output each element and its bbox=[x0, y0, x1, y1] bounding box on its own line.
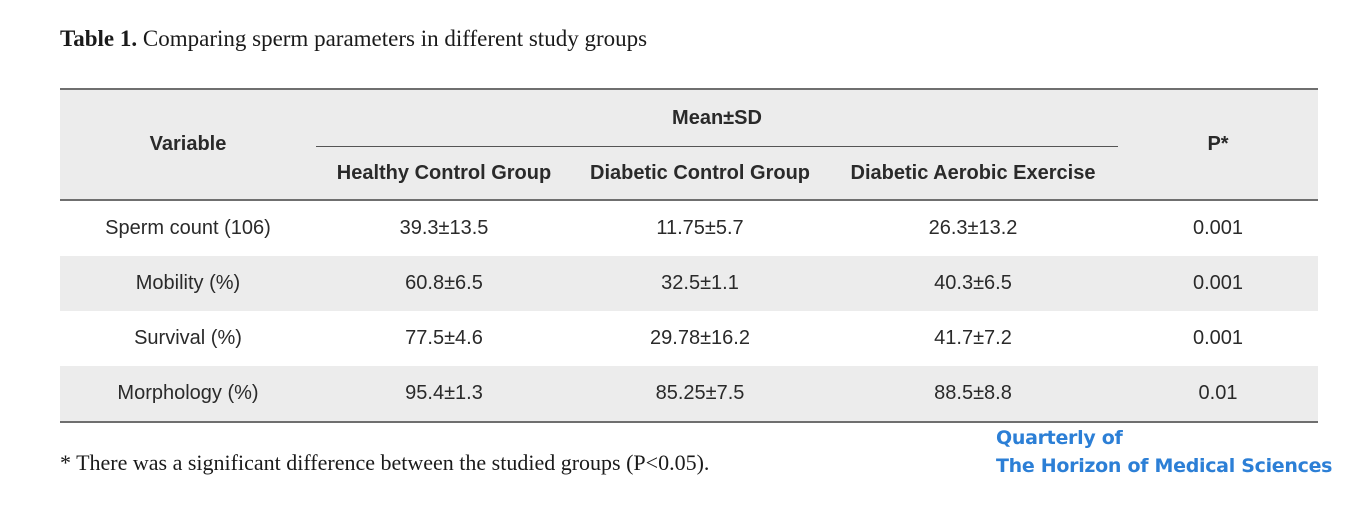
table-footnote: * There was a significant difference bet… bbox=[60, 450, 710, 475]
cell-p: 0.001 bbox=[1192, 327, 1244, 349]
cell-exercise: 26.3±13.2 bbox=[928, 217, 1018, 239]
cell-healthy: 95.4±1.3 bbox=[316, 366, 572, 422]
cell-variable: Sperm count (106) bbox=[105, 217, 271, 239]
table-row: Sperm count (106) 39.3±13.5 11.75±5.7 26… bbox=[60, 200, 1318, 256]
cell-p: 0.01 bbox=[1118, 366, 1318, 422]
journal-logo-line2: The Horizon of Medical Sciences bbox=[996, 455, 1333, 477]
header-p-value: P* bbox=[1118, 89, 1318, 200]
cell-exercise: 88.5±8.8 bbox=[828, 366, 1118, 422]
cell-variable: Mobility (%) bbox=[60, 256, 316, 311]
header-group-exercise: Diabetic Aerobic Exercise bbox=[828, 146, 1118, 200]
cell-diabetic: 11.75±5.7 bbox=[656, 217, 744, 239]
header-variable: Variable bbox=[60, 89, 316, 200]
table-header: Variable Mean±SD P* Healthy Control Grou… bbox=[60, 89, 1318, 200]
table-row: Morphology (%) 95.4±1.3 85.25±7.5 88.5±8… bbox=[60, 366, 1318, 422]
cell-variable: Survival (%) bbox=[134, 327, 242, 349]
cell-exercise: 41.7±7.2 bbox=[934, 327, 1012, 349]
cell-variable: Morphology (%) bbox=[60, 366, 316, 422]
cell-healthy: 60.8±6.5 bbox=[316, 256, 572, 311]
header-group-healthy: Healthy Control Group bbox=[316, 146, 572, 200]
cell-diabetic: 29.78±16.2 bbox=[650, 327, 750, 349]
journal-logo: Quarterly of The Horizon of Medical Scie… bbox=[996, 424, 1332, 480]
results-table: Variable Mean±SD P* Healthy Control Grou… bbox=[60, 88, 1318, 423]
cell-healthy: 39.3±13.5 bbox=[399, 217, 489, 239]
table-caption: Table 1. Comparing sperm parameters in d… bbox=[60, 26, 647, 52]
table-row: Survival (%) 77.5±4.6 29.78±16.2 41.7±7.… bbox=[60, 311, 1318, 366]
cell-diabetic: 85.25±7.5 bbox=[572, 366, 828, 422]
cell-p: 0.001 bbox=[1118, 256, 1318, 311]
cell-exercise: 40.3±6.5 bbox=[828, 256, 1118, 311]
header-group-diabetic: Diabetic Control Group bbox=[572, 146, 828, 200]
cell-healthy: 77.5±4.6 bbox=[405, 327, 483, 349]
table-body: Sperm count (106) 39.3±13.5 11.75±5.7 26… bbox=[60, 200, 1318, 422]
cell-p: 0.001 bbox=[1192, 217, 1244, 239]
cell-diabetic: 32.5±1.1 bbox=[572, 256, 828, 311]
table-row: Mobility (%) 60.8±6.5 32.5±1.1 40.3±6.5 … bbox=[60, 256, 1318, 311]
journal-logo-line1: Quarterly of bbox=[996, 427, 1123, 449]
table-caption-text: Comparing sperm parameters in different … bbox=[137, 26, 648, 51]
table-caption-label: Table 1. bbox=[60, 26, 138, 51]
header-mean-sd: Mean±SD bbox=[316, 89, 1118, 147]
